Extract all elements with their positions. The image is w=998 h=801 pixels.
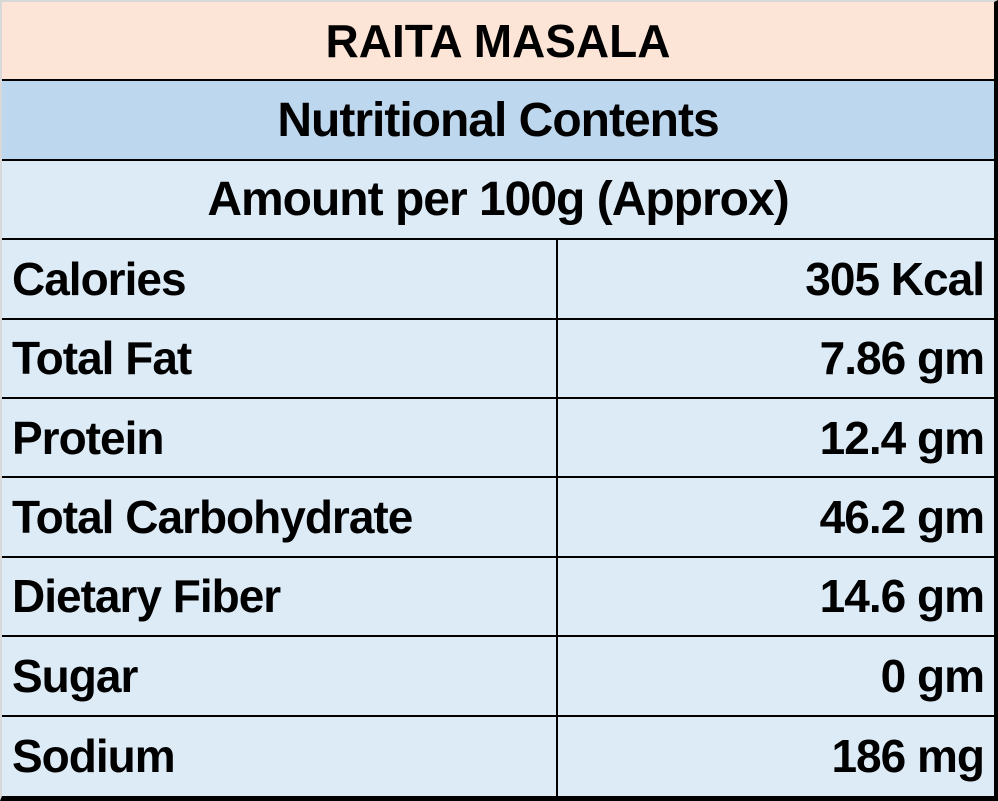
row-value: 0 gm bbox=[555, 637, 994, 715]
table-row-dietary-fiber: Dietary Fiber 14.6 gm bbox=[2, 557, 994, 638]
amount-per-100g-row: Amount per 100g (Approx) bbox=[2, 160, 994, 241]
row-value: 7.86 gm bbox=[555, 319, 994, 397]
row-label: Protein bbox=[12, 411, 164, 464]
row-value: 12.4 gm bbox=[555, 399, 994, 477]
row-value: 14.6 gm bbox=[555, 557, 994, 636]
row-value: 305 Kcal bbox=[555, 240, 994, 318]
amount-per-100g-heading: Amount per 100g (Approx) bbox=[207, 172, 789, 226]
row-value: 46.2 gm bbox=[555, 478, 994, 556]
table-row-protein: Protein 12.4 gm bbox=[2, 399, 994, 479]
row-label: Sugar bbox=[12, 649, 138, 702]
table-row-total-carbohydrate: Total Carbohydrate 46.2 gm bbox=[2, 478, 994, 558]
table-row-sugar: Sugar 0 gm bbox=[2, 637, 994, 717]
row-label: Total Carbohydrate bbox=[12, 491, 413, 544]
row-label: Total Fat bbox=[12, 332, 192, 385]
nutritional-contents-heading: Nutritional Contents bbox=[277, 93, 719, 147]
row-label: Sodium bbox=[12, 730, 176, 783]
nutritional-contents-row: Nutritional Contents bbox=[2, 81, 994, 161]
row-label: Dietary Fiber bbox=[12, 570, 281, 623]
product-title-row: RAITA MASALA bbox=[2, 2, 994, 82]
row-value: 186 mg bbox=[555, 716, 994, 796]
product-title: RAITA MASALA bbox=[325, 14, 671, 67]
table-row-sodium: Sodium 186 mg bbox=[2, 716, 994, 796]
table-row-total-fat: Total Fat 7.86 gm bbox=[2, 319, 994, 399]
table-row-calories: Calories 305 Kcal bbox=[2, 240, 994, 320]
row-label: Calories bbox=[12, 252, 187, 305]
